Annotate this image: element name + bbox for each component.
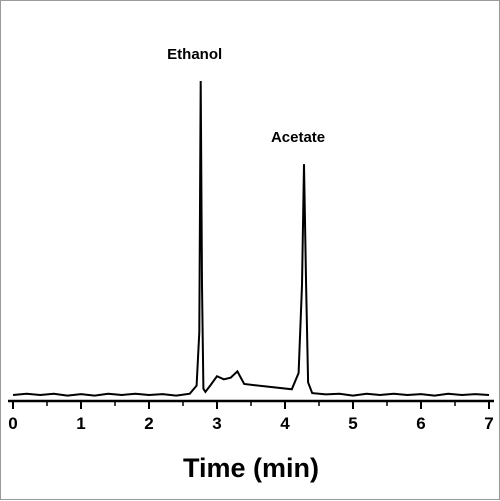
x-axis-ticks [12, 401, 490, 409]
series-group [12, 80, 490, 397]
x-axis-title: Time (min) [183, 453, 319, 483]
peak-label-ethanol: Ethanol [167, 46, 222, 63]
x-axis-tick-labels: 0 1 2 3 4 5 6 7 [8, 414, 493, 433]
x-tick-label-7: 7 [484, 414, 493, 433]
x-tick-label-0: 0 [8, 414, 17, 433]
x-tick-label-1: 1 [76, 414, 85, 433]
x-tick-label-4: 4 [280, 414, 290, 433]
peak-annotations: Ethanol Acetate [167, 46, 325, 146]
x-tick-label-2: 2 [144, 414, 153, 433]
series-line-0 [12, 80, 490, 397]
peak-label-acetate: Acetate [271, 129, 325, 146]
x-tick-label-6: 6 [416, 414, 425, 433]
x-tick-label-5: 5 [348, 414, 357, 433]
x-tick-label-3: 3 [212, 414, 221, 433]
